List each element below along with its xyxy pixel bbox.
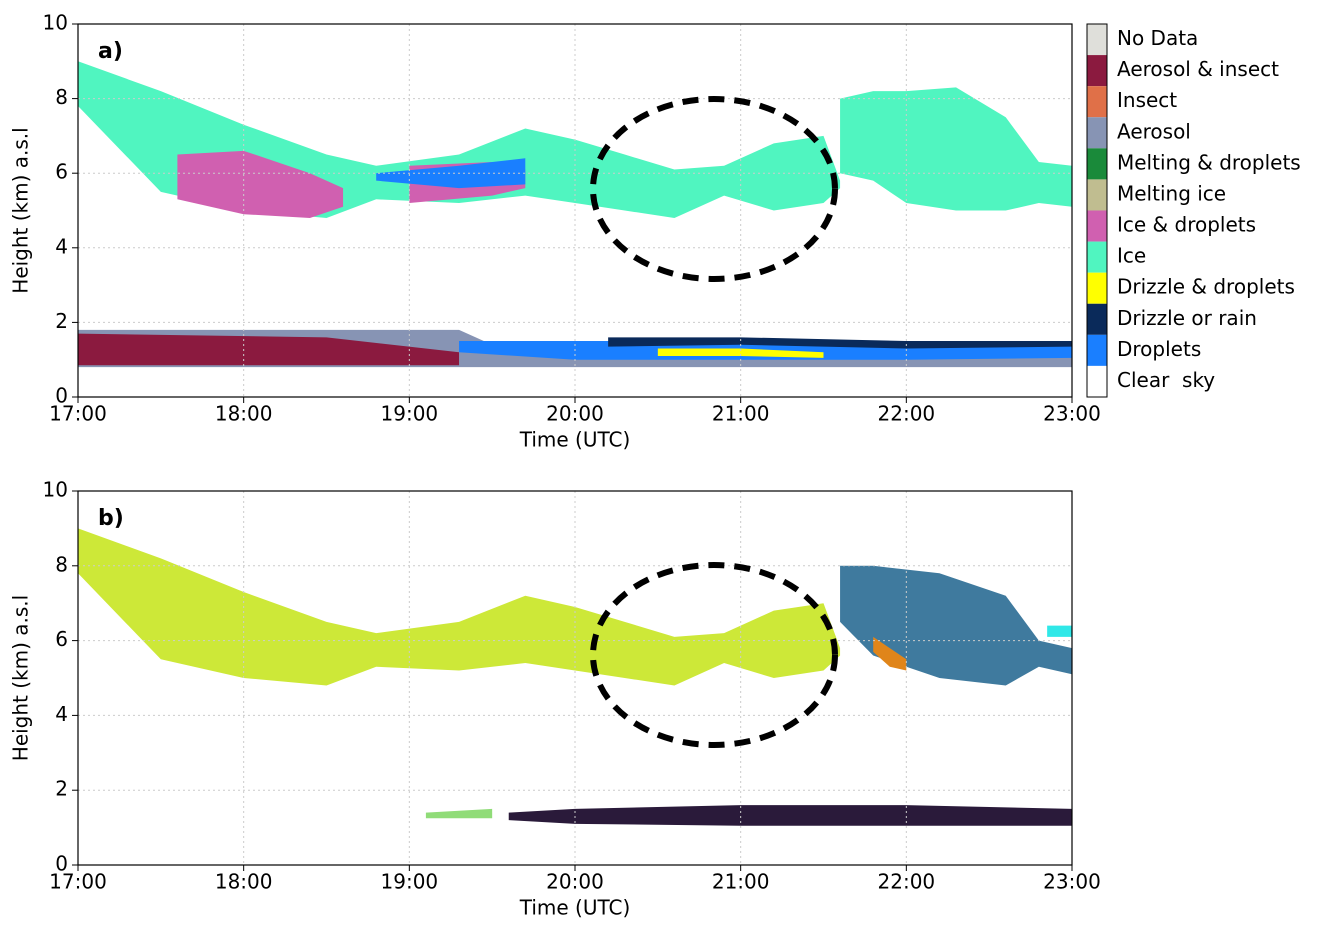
legend-swatch xyxy=(1087,272,1107,304)
legend-swatch xyxy=(1087,365,1107,397)
y-tick-label: 4 xyxy=(55,234,68,258)
legend-label: Ice & droplets xyxy=(1117,213,1256,237)
legend-swatch xyxy=(1087,241,1107,273)
legend-label: Drizzle or rain xyxy=(1117,306,1257,330)
legend-swatch xyxy=(1087,86,1107,118)
region xyxy=(608,337,1072,349)
region xyxy=(657,348,824,358)
legend-swatch xyxy=(1087,334,1107,366)
panel-label: a) xyxy=(98,39,123,64)
plot-frame xyxy=(77,490,1073,866)
region xyxy=(78,528,841,686)
region xyxy=(1047,625,1072,637)
x-tick-label: 18:00 xyxy=(215,870,273,894)
legend-label: Melting & droplets xyxy=(1117,150,1301,174)
legend-label: Insect xyxy=(1117,88,1177,112)
y-tick-label: 4 xyxy=(55,702,68,726)
legend-label: Drizzle & droplets xyxy=(1117,275,1295,299)
x-tick-label: 22:00 xyxy=(878,402,936,426)
y-tick-label: 6 xyxy=(55,627,68,651)
y-tick-label: 10 xyxy=(43,11,68,35)
y-tick-label: 6 xyxy=(55,160,68,184)
x-tick-label: 20:00 xyxy=(546,870,604,894)
panel-label: b) xyxy=(98,506,124,531)
region xyxy=(425,808,493,819)
x-tick-label: 22:00 xyxy=(878,870,936,894)
y-tick-label: 2 xyxy=(55,309,68,333)
x-tick-label: 23:00 xyxy=(1043,402,1101,426)
highlight-ellipse xyxy=(590,562,838,748)
legend-label: Clear sky xyxy=(1117,368,1215,392)
x-tick-label: 21:00 xyxy=(712,870,770,894)
region xyxy=(873,636,907,671)
y-axis-label: Height (km) a.s.l xyxy=(9,595,33,761)
y-tick-label: 10 xyxy=(43,478,68,502)
x-tick-label: 19:00 xyxy=(381,402,439,426)
legend-label: Melting ice xyxy=(1117,181,1226,205)
region xyxy=(840,87,1072,211)
x-tick-label: 20:00 xyxy=(546,402,604,426)
legend-swatch xyxy=(1087,148,1107,180)
legend-swatch xyxy=(1087,24,1107,56)
y-tick-label: 0 xyxy=(55,852,68,876)
x-tick-label: 19:00 xyxy=(381,870,439,894)
legend-swatch xyxy=(1087,303,1107,335)
legend-swatch xyxy=(1087,117,1107,149)
y-tick-label: 8 xyxy=(55,552,68,576)
legend-label: Ice xyxy=(1117,244,1146,268)
x-tick-label: 23:00 xyxy=(1043,870,1101,894)
region xyxy=(508,805,1072,826)
legend-swatch xyxy=(1087,55,1107,87)
legend-label: Aerosol & insect xyxy=(1117,57,1279,81)
x-tick-label: 18:00 xyxy=(215,402,273,426)
x-tick-label: 21:00 xyxy=(712,402,770,426)
plot-frame xyxy=(77,23,1073,398)
highlight-ellipse xyxy=(590,96,838,282)
y-tick-label: 2 xyxy=(55,777,68,801)
x-axis-label: Time (UTC) xyxy=(519,896,631,920)
y-axis-label: Height (km) a.s.l xyxy=(9,127,33,293)
y-tick-label: 8 xyxy=(55,85,68,109)
region xyxy=(177,150,344,218)
region xyxy=(78,333,460,366)
x-tick-label: 17:00 xyxy=(49,402,107,426)
region xyxy=(840,565,1072,686)
region xyxy=(376,158,526,189)
legend-label: Aerosol xyxy=(1117,119,1191,143)
y-tick-label: 0 xyxy=(55,384,68,408)
legend-label: Droplets xyxy=(1117,337,1201,361)
x-axis-label: Time (UTC) xyxy=(519,428,631,452)
legend-frame xyxy=(1086,23,1108,398)
x-tick-label: 17:00 xyxy=(49,870,107,894)
legend-label: No Data xyxy=(1117,26,1198,50)
legend-swatch xyxy=(1087,179,1107,211)
legend-swatch xyxy=(1087,210,1107,242)
